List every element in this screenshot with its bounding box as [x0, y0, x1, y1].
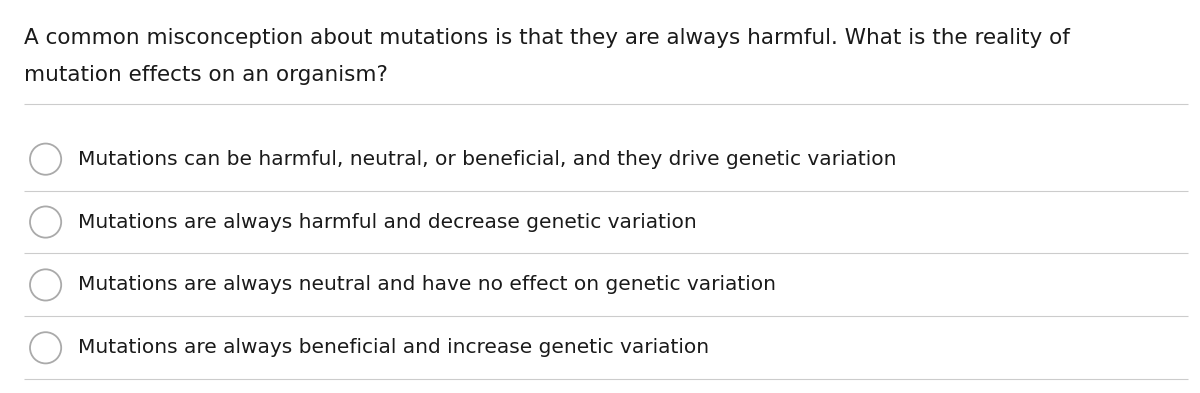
- Text: Mutations can be harmful, neutral, or beneficial, and they drive genetic variati: Mutations can be harmful, neutral, or be…: [78, 150, 896, 169]
- Text: mutation effects on an organism?: mutation effects on an organism?: [24, 65, 388, 85]
- Text: Mutations are always beneficial and increase genetic variation: Mutations are always beneficial and incr…: [78, 338, 709, 357]
- Text: A common misconception about mutations is that they are always harmful. What is : A common misconception about mutations i…: [24, 28, 1070, 48]
- Text: Mutations are always harmful and decrease genetic variation: Mutations are always harmful and decreas…: [78, 213, 697, 231]
- Text: Mutations are always neutral and have no effect on genetic variation: Mutations are always neutral and have no…: [78, 275, 776, 294]
